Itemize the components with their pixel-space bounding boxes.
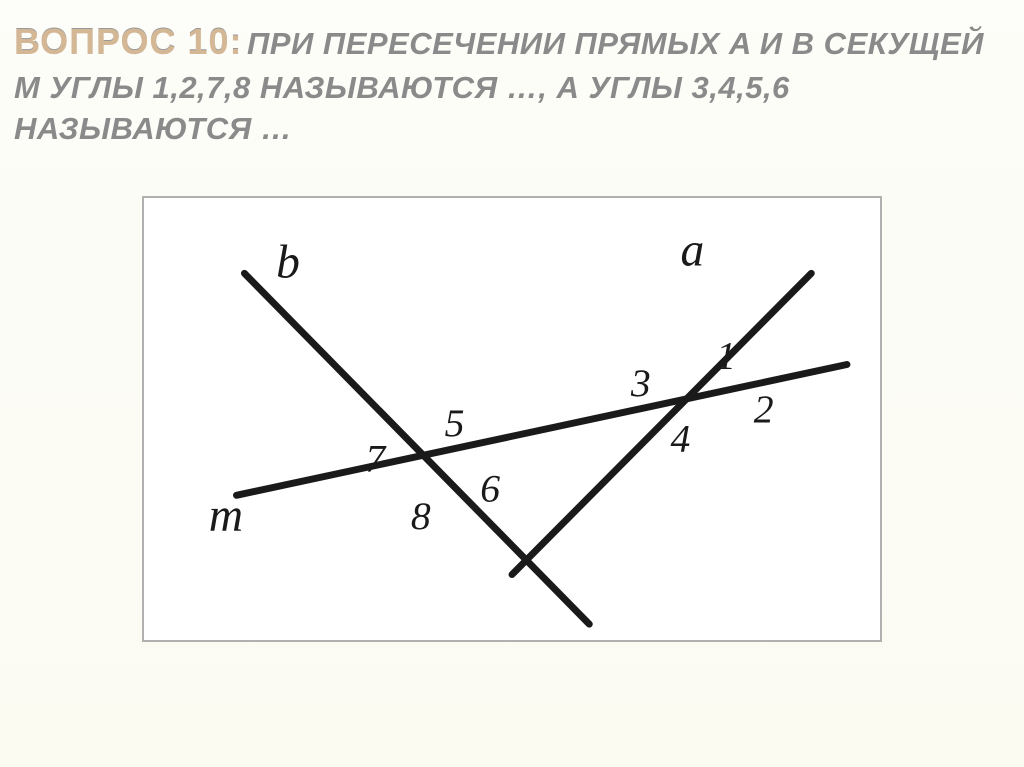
geometry-diagram: a b m 1 2 3 4 5 6 7 8 bbox=[142, 196, 882, 642]
angle-1: 1 bbox=[716, 333, 736, 377]
question-label: ВОПРОС 10: bbox=[14, 21, 243, 62]
angle-7: 7 bbox=[365, 437, 387, 481]
label-m: m bbox=[209, 490, 243, 542]
angle-2: 2 bbox=[754, 387, 774, 431]
diagram-svg: a b m 1 2 3 4 5 6 7 8 bbox=[144, 198, 880, 640]
angle-6: 6 bbox=[480, 466, 500, 510]
angle-3: 3 bbox=[630, 361, 651, 405]
angle-4: 4 bbox=[671, 417, 691, 461]
angle-5: 5 bbox=[445, 401, 465, 445]
angle-8: 8 bbox=[411, 494, 431, 538]
question-header: ВОПРОС 10: ПРИ ПЕРЕСЕЧЕНИИ ПРЯМЫХ A И B … bbox=[0, 0, 1024, 160]
line-b bbox=[244, 273, 589, 624]
label-a: a bbox=[680, 224, 704, 276]
label-b: b bbox=[276, 236, 300, 288]
